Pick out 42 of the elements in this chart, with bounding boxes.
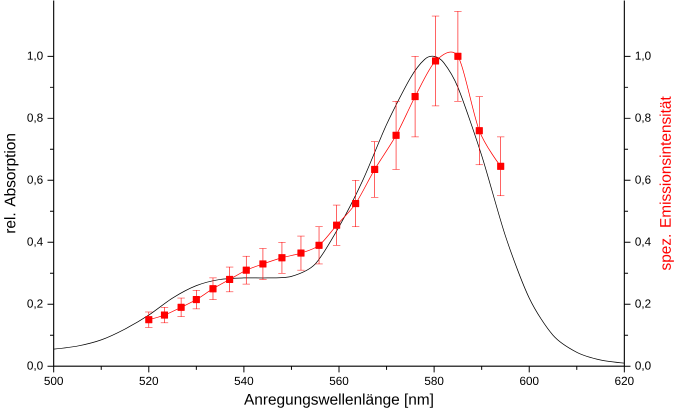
y2-tick-label: 0,2 [635,299,651,310]
point [412,93,419,100]
point [259,260,266,268]
point [209,285,217,292]
y-axis-title: rel. Absorption [4,134,18,233]
x-tick-label: 600 [520,376,539,386]
y-tick-label: 0,8 [27,114,43,124]
y-tick-label: 0,4 [27,237,43,248]
x-tick-label: 540 [234,376,254,386]
point [432,57,440,65]
point [160,312,168,319]
y2-axis-title: spez. Emissionsintensität [660,96,674,270]
point [352,200,360,208]
point [145,316,152,324]
y-tick-label: 0,0 [27,361,43,372]
y-tick-label: 0,6 [27,176,43,186]
point [178,304,185,311]
point [476,127,483,134]
y2-tick-label: 1,0 [636,52,651,62]
x-tick-label: 500 [44,376,63,386]
point [192,296,200,304]
x-tick-label: 580 [424,376,444,386]
point [242,266,250,274]
x-tick-label: 560 [330,376,348,386]
point [297,250,305,257]
x-tick-label: 520 [139,376,158,386]
point [371,166,378,174]
y2-tick-label: 0,4 [635,237,651,248]
y2-tick-label: 0,6 [635,176,651,186]
y-tick-label: 1,0 [28,52,43,62]
point [454,52,462,60]
point [333,222,340,229]
point [226,276,234,284]
y2-tick-label: 0,8 [635,114,651,124]
x-axis-title: Anregungswellenlänge [nm] [244,393,433,408]
y-tick-label: 0,2 [27,299,43,310]
point [497,162,504,170]
point [315,242,323,249]
x-tick-label: 620 [615,376,634,386]
point [392,132,400,139]
y2-tick-label: 0,0 [635,361,651,372]
point [278,254,286,262]
